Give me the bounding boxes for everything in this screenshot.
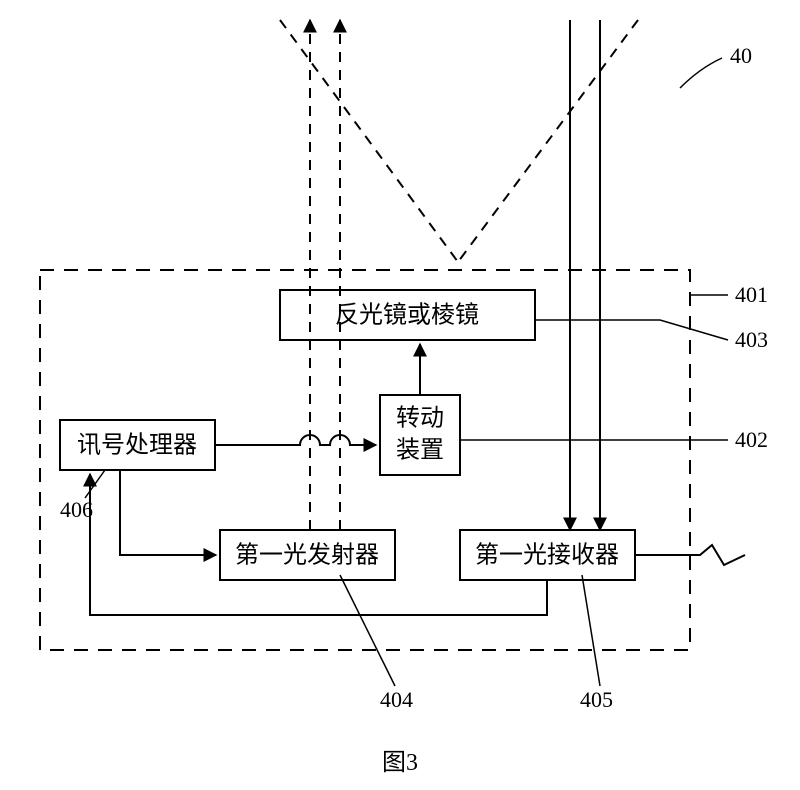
mirror-label: 反光镜或棱镜 xyxy=(335,302,479,329)
callout-405-text: 405 xyxy=(580,687,613,712)
callout-403-line xyxy=(535,320,728,340)
figure-caption: 图3 xyxy=(382,750,418,776)
diagram-svg: 反光镜或棱镜 转动 装置 讯号处理器 第一光发射器 第一光接收器 40 401 … xyxy=(0,0,800,790)
callout-40-line xyxy=(680,58,722,88)
v-left xyxy=(280,20,458,262)
callout-406-text: 406 xyxy=(60,497,93,522)
callout-404-text: 404 xyxy=(380,687,413,712)
signal-label: 讯号处理器 xyxy=(77,432,197,459)
callout-402-text: 402 xyxy=(735,427,768,452)
edge-signal-rotator xyxy=(215,435,376,445)
callout-401-text: 401 xyxy=(735,282,768,307)
callout-405-line xyxy=(582,575,600,686)
edge-signal-emitter xyxy=(120,470,216,555)
callout-40-text: 40 xyxy=(730,43,752,68)
receiver-label: 第一光接收器 xyxy=(475,542,619,569)
emitter-label: 第一光发射器 xyxy=(235,542,379,569)
rotator-label-top: 转动 xyxy=(396,405,444,432)
callout-403-text: 403 xyxy=(735,327,768,352)
rotator-label-bot: 装置 xyxy=(396,437,444,464)
v-right xyxy=(458,20,638,262)
callout-406-line xyxy=(85,470,105,498)
callout-404-line xyxy=(340,575,395,686)
